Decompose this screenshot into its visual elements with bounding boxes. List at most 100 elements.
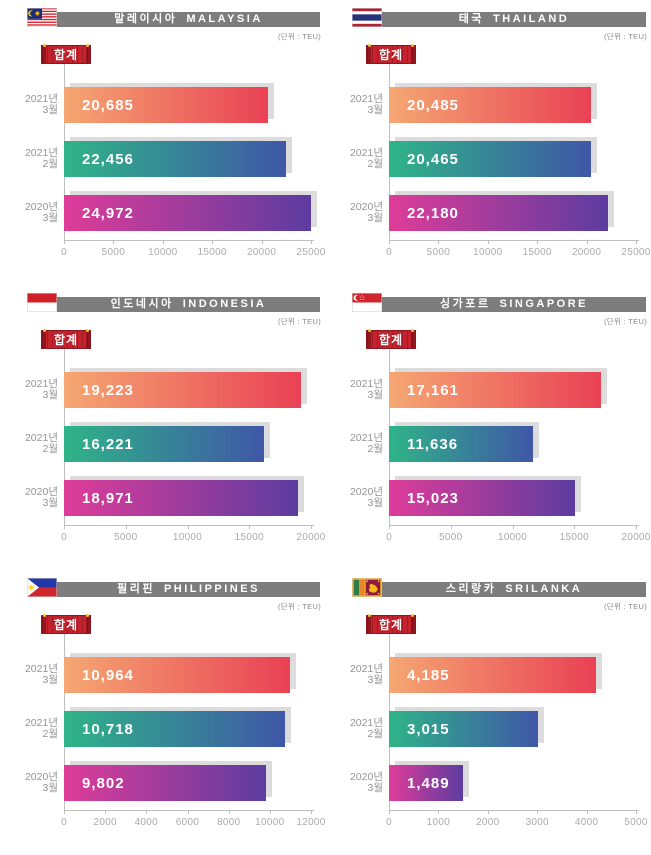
category-label-line: 3월 xyxy=(42,674,59,686)
axis-tick xyxy=(212,240,214,244)
category-label-line: 2020년 xyxy=(24,201,58,213)
country-name-korean: 태국 xyxy=(458,13,485,25)
category-label-line: 2021년 xyxy=(349,663,383,675)
container-lock-dot-icon xyxy=(43,614,46,617)
axis-tick xyxy=(64,810,65,814)
axis-tick-label: 5000 xyxy=(426,247,451,258)
container-lock-dot-icon xyxy=(368,614,371,617)
plot-area: 20,685 2021년 3월 22,456 2021년 2월 24,972 2020년 3월 0… xyxy=(0,0,325,285)
axis-tick-label: 10000 xyxy=(255,817,285,828)
category-label-line: 3월 xyxy=(42,389,59,401)
axis-tick-label: 5000 xyxy=(101,247,126,258)
category-label-line: 3월 xyxy=(367,782,384,794)
container-lock-dot-icon xyxy=(86,329,89,332)
axis-tick-label: 10000 xyxy=(148,247,178,258)
category-label: 2021년 3월 xyxy=(0,94,58,116)
axis-tick xyxy=(537,240,539,244)
axis-tick xyxy=(636,240,637,244)
axis-tick-label: 6000 xyxy=(175,817,200,828)
country-name-english: PHILIPPINES xyxy=(163,583,260,595)
axis-tick xyxy=(586,240,588,244)
plot-area: 17,161 2021년 3월 11,636 2021년 2월 15,023 2020년 3월 0… xyxy=(325,285,651,570)
unit-label: (단위 : TEU) xyxy=(277,602,321,611)
country-panel-thailand: 태국 THAILAND (단위 : TEU) 합계 20,485 2021년 3월 2… xyxy=(325,0,651,285)
bar-value-label: 24,972 xyxy=(82,204,134,222)
axis-tick-label: 25000 xyxy=(621,247,651,258)
unit-label: (단위 : TEU) xyxy=(603,602,647,611)
category-label-line: 2021년 xyxy=(24,378,58,390)
category-label-line: 2월 xyxy=(42,728,59,740)
axis-tick-label: 10000 xyxy=(473,247,503,258)
axis-tick xyxy=(574,525,576,529)
container-lock-dot-icon xyxy=(368,329,371,332)
container-lock-dot-icon xyxy=(411,329,414,332)
value-bar: 16,221 xyxy=(64,426,264,462)
total-badge-label: 합계 xyxy=(53,332,79,347)
category-label-line: 2020년 xyxy=(349,771,383,783)
value-bar: 10,718 xyxy=(64,711,285,747)
bar-value-label: 10,718 xyxy=(82,720,134,738)
axis-tick-label: 20000 xyxy=(621,532,651,543)
value-bar: 19,223 xyxy=(64,372,301,408)
axis-tick xyxy=(389,525,390,529)
axis-tick xyxy=(125,525,127,529)
panel-header: 말레이시아 MALAYSIA xyxy=(57,12,320,27)
country-name-korean: 싱가포르 xyxy=(440,298,491,310)
axis-tick xyxy=(311,240,312,244)
category-label: 2020년 3월 xyxy=(0,202,58,224)
axis-tick-label: 0 xyxy=(61,247,67,258)
bar-value-label: 20,485 xyxy=(407,96,459,114)
axis-tick xyxy=(105,810,107,814)
bar-value-label: 22,180 xyxy=(407,204,459,222)
axis-tick-label: 5000 xyxy=(439,532,463,543)
axis-tick xyxy=(438,810,440,814)
category-label-line: 3월 xyxy=(42,782,59,794)
axis-tick-label: 5000 xyxy=(114,532,138,543)
category-label: 2020년 3월 xyxy=(325,202,383,224)
srilanka-flag-icon xyxy=(352,578,382,597)
category-label-line: 3월 xyxy=(367,212,384,224)
category-label-line: 3월 xyxy=(367,389,384,401)
country-panel-indonesia: 인도네시아 INDONESIA (단위 : TEU) 합계 19,223 2021… xyxy=(0,285,325,570)
value-bar: 15,023 xyxy=(389,480,575,516)
category-label: 2021년 3월 xyxy=(0,664,58,686)
axis-tick-label: 15000 xyxy=(559,532,589,543)
bar-value-label: 4,185 xyxy=(407,666,450,684)
container-lock-dot-icon xyxy=(411,44,414,47)
country-name-english: THAILAND xyxy=(493,13,570,25)
category-label-line: 2020년 xyxy=(349,201,383,213)
container-lock-dot-icon xyxy=(86,44,89,47)
axis-tick xyxy=(487,240,489,244)
country-panel-malaysia: 말레이시아 MALAYSIA (단위 : TEU) 합계 20,685 2021년… xyxy=(0,0,325,285)
category-label-line: 3월 xyxy=(42,497,59,509)
axis-tick-label: 20000 xyxy=(246,247,277,258)
category-label: 2020년 3월 xyxy=(0,487,58,509)
total-badge-label: 합계 xyxy=(378,617,404,632)
country-panel-srilanka: 스리랑카 SRILANKA (단위 : TEU) 합계 4,185 2021년 3월… xyxy=(325,570,651,855)
axis-tick-label: 2000 xyxy=(93,817,117,828)
category-label-line: 2021년 xyxy=(24,432,58,444)
category-label: 2020년 3월 xyxy=(0,772,58,794)
panel-header: 태국 THAILAND xyxy=(382,12,646,27)
axis-tick xyxy=(187,810,189,814)
unit-label: (단위 : TEU) xyxy=(277,317,321,326)
axis-tick-label: 0 xyxy=(386,532,392,543)
axis-tick-label: 0 xyxy=(61,532,67,543)
bar-value-label: 17,161 xyxy=(407,381,459,399)
axis-tick-label: 5000 xyxy=(624,817,648,828)
category-label: 2021년 3월 xyxy=(0,379,58,401)
container-lock-dot-icon xyxy=(43,329,46,332)
x-axis-line xyxy=(389,240,639,241)
category-label: 2021년 2월 xyxy=(0,718,58,740)
axis-tick-label: 10000 xyxy=(497,532,528,543)
axis-tick-label: 15000 xyxy=(197,247,227,258)
axis-tick xyxy=(113,240,115,244)
category-label-line: 2월 xyxy=(367,728,384,740)
value-bar: 1,489 xyxy=(389,765,463,801)
country-name-english: MALAYSIA xyxy=(186,13,263,25)
category-label-line: 2021년 xyxy=(349,432,383,444)
country-panel-philippines: 필리핀 PHILIPPINES (단위 : TEU) 합계 10,964 2021… xyxy=(0,570,325,855)
axis-tick-label: 4000 xyxy=(134,817,159,828)
axis-tick-label: 8000 xyxy=(216,817,241,828)
axis-tick-label: 0 xyxy=(386,247,392,258)
